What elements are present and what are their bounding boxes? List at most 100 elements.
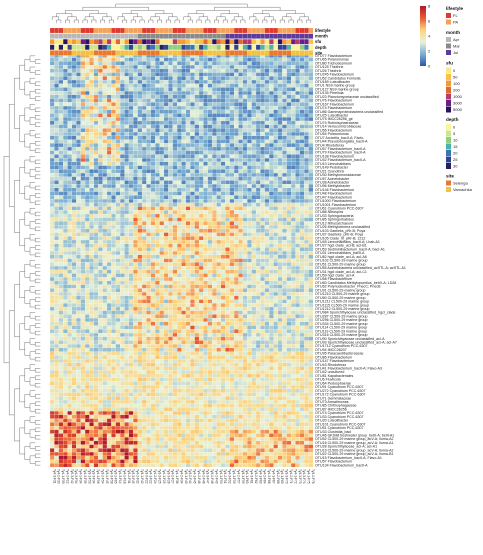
heatmap-cell bbox=[308, 113, 314, 118]
heatmap-cell bbox=[76, 128, 81, 133]
heatmap-cell bbox=[255, 117, 261, 122]
heatmap-cell bbox=[238, 102, 243, 107]
heatmap-cell bbox=[63, 232, 68, 237]
heatmap-cell bbox=[198, 273, 204, 278]
heatmap-cell bbox=[216, 195, 222, 200]
heatmap-cell bbox=[203, 325, 208, 330]
heatmap-cell bbox=[304, 106, 309, 110]
heatmap-cell bbox=[76, 132, 81, 136]
heatmap-cell bbox=[282, 65, 287, 70]
heatmap-cell bbox=[269, 236, 274, 241]
heatmap-cell bbox=[159, 258, 165, 263]
heatmap-cell bbox=[291, 124, 296, 129]
heatmap-cell bbox=[277, 161, 283, 166]
heatmap-cell bbox=[67, 98, 73, 103]
heatmap-cell bbox=[238, 292, 243, 296]
heatmap-cell bbox=[212, 232, 217, 237]
heatmap-cell bbox=[76, 351, 81, 356]
heatmap-cell bbox=[264, 303, 270, 308]
heatmap-cell bbox=[172, 195, 178, 200]
heatmap-cell bbox=[124, 68, 130, 73]
heatmap-cell bbox=[185, 150, 191, 155]
heatmap-cell bbox=[181, 292, 187, 296]
heatmap-cell bbox=[76, 213, 81, 218]
heatmap-cell bbox=[247, 269, 252, 274]
heatmap-cell bbox=[49, 124, 55, 129]
heatmap-cell bbox=[203, 336, 208, 341]
heatmap-cell bbox=[84, 221, 90, 226]
heatmap-cell bbox=[264, 295, 270, 300]
heatmap-cell bbox=[251, 202, 257, 207]
heatmap-cell bbox=[273, 184, 279, 189]
heatmap-cell bbox=[172, 321, 178, 326]
heatmap-cell bbox=[260, 228, 265, 233]
heatmap-cell bbox=[71, 206, 77, 211]
heatmap-cell bbox=[150, 113, 156, 118]
heatmap-cell bbox=[168, 303, 173, 308]
heatmap-cell bbox=[102, 132, 108, 136]
heatmap-cell bbox=[229, 176, 235, 181]
heatmap-cell bbox=[102, 329, 108, 334]
heatmap-cell bbox=[150, 262, 156, 267]
heatmap-cell bbox=[93, 65, 99, 70]
heatmap-cell bbox=[203, 284, 208, 289]
heatmap-cell bbox=[190, 295, 195, 300]
heatmap-cell bbox=[102, 280, 108, 285]
heatmap-cell bbox=[93, 262, 99, 267]
heatmap-cell bbox=[54, 303, 59, 308]
heatmap-cell bbox=[120, 176, 125, 181]
heatmap-cell bbox=[304, 251, 309, 256]
heatmap-cell bbox=[98, 180, 103, 185]
heatmap-cell bbox=[269, 213, 274, 218]
heatmap-cell bbox=[141, 117, 147, 122]
heatmap-cell bbox=[234, 143, 239, 148]
heatmap-cell bbox=[124, 83, 130, 88]
heatmap-cell bbox=[286, 332, 292, 337]
heatmap-cell bbox=[291, 299, 296, 304]
heatmap-cell bbox=[225, 120, 230, 125]
heatmap-cell bbox=[168, 329, 173, 334]
heatmap-cell bbox=[133, 288, 138, 293]
heatmap-cell bbox=[251, 120, 257, 125]
heatmap-cell bbox=[286, 165, 292, 170]
heatmap-cell bbox=[234, 83, 239, 88]
heatmap-cell bbox=[216, 336, 222, 341]
heatmap-cell bbox=[102, 98, 108, 103]
heatmap-cell bbox=[146, 310, 151, 315]
heatmap-cell bbox=[238, 191, 243, 196]
heatmap-cell bbox=[185, 87, 191, 92]
heatmap-cell bbox=[308, 187, 314, 192]
heatmap-cell bbox=[137, 199, 143, 203]
heatmap-cell bbox=[269, 251, 274, 256]
heatmap-cell bbox=[247, 213, 252, 218]
heatmap-cell bbox=[89, 83, 94, 88]
heatmap-cell bbox=[181, 202, 187, 207]
heatmap-cell bbox=[89, 94, 94, 99]
heatmap-cell bbox=[63, 351, 68, 356]
heatmap-cell bbox=[203, 199, 208, 203]
heatmap-cell bbox=[80, 143, 86, 148]
heatmap-cell bbox=[150, 176, 156, 181]
heatmap-cell bbox=[207, 239, 213, 244]
heatmap-cell bbox=[115, 109, 121, 114]
heatmap-cell bbox=[238, 269, 243, 274]
heatmap-cell bbox=[260, 236, 265, 241]
heatmap-cell bbox=[251, 258, 257, 263]
heatmap-cell bbox=[89, 269, 94, 274]
heatmap-cell bbox=[308, 280, 314, 285]
heatmap-cell bbox=[163, 109, 169, 114]
heatmap-cell bbox=[177, 254, 182, 259]
heatmap-cell bbox=[299, 284, 305, 289]
heatmap-cell bbox=[277, 199, 283, 203]
heatmap-cell bbox=[291, 325, 296, 330]
heatmap-cell bbox=[207, 169, 213, 174]
heatmap-cell bbox=[146, 336, 151, 341]
heatmap-cell bbox=[150, 243, 156, 248]
heatmap-cell bbox=[242, 91, 248, 96]
heatmap-cell bbox=[277, 243, 283, 248]
heatmap-cell bbox=[260, 165, 265, 170]
heatmap-cell bbox=[299, 120, 305, 125]
heatmap-cell bbox=[163, 124, 169, 129]
heatmap-cell bbox=[282, 57, 287, 62]
heatmap-cell bbox=[286, 284, 292, 289]
